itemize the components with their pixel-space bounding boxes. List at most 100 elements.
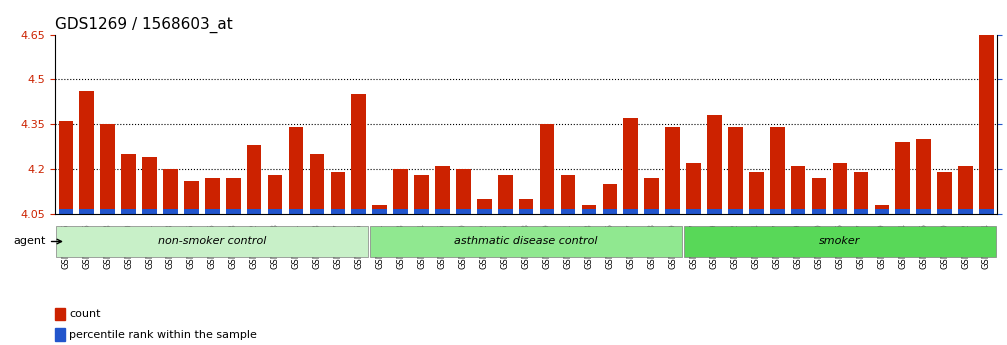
Bar (916, 209, 931, 214)
Bar (519, 199, 534, 214)
Bar (58, 209, 74, 214)
Bar (519, 209, 534, 214)
Bar (142, 209, 157, 214)
Bar (373, 209, 387, 214)
Bar (602, 184, 617, 214)
Bar (623, 118, 638, 214)
Bar (666, 209, 680, 214)
Bar (55, 308, 65, 320)
Bar (686, 209, 701, 214)
Bar (854, 209, 868, 214)
Bar (163, 209, 178, 214)
Text: GDS1269 / 1568603_at: GDS1269 / 1568603_at (55, 17, 234, 33)
Bar (163, 169, 178, 214)
Bar (289, 209, 303, 214)
Bar (497, 175, 513, 214)
Bar (205, 209, 220, 214)
Bar (477, 199, 491, 214)
Text: count: count (69, 309, 101, 319)
Bar (268, 175, 282, 214)
FancyBboxPatch shape (684, 226, 996, 257)
FancyBboxPatch shape (371, 226, 682, 257)
Bar (309, 154, 324, 214)
Bar (184, 181, 198, 214)
Text: asthmatic disease control: asthmatic disease control (454, 237, 598, 246)
Bar (121, 209, 136, 214)
Bar (938, 172, 952, 214)
Bar (979, 209, 994, 214)
Bar (728, 127, 743, 214)
Bar (812, 209, 827, 214)
Bar (540, 209, 555, 214)
Bar (582, 209, 596, 214)
Bar (938, 209, 952, 214)
Bar (833, 163, 847, 214)
Bar (812, 178, 827, 214)
Bar (602, 209, 617, 214)
Bar (80, 209, 94, 214)
Bar (456, 209, 470, 214)
Bar (644, 178, 659, 214)
Bar (959, 209, 973, 214)
Bar (707, 115, 722, 214)
Bar (833, 209, 847, 214)
Bar (394, 209, 408, 214)
Bar (226, 178, 241, 214)
Text: non-smoker control: non-smoker control (158, 237, 267, 246)
Bar (142, 157, 157, 214)
Bar (916, 139, 931, 214)
Bar (561, 175, 575, 214)
Bar (101, 209, 115, 214)
Bar (790, 166, 806, 214)
Bar (728, 209, 743, 214)
Bar (414, 175, 429, 214)
Bar (205, 178, 220, 214)
Bar (58, 121, 74, 214)
Bar (540, 124, 555, 214)
Bar (770, 127, 784, 214)
Bar (55, 328, 65, 341)
Bar (373, 205, 387, 214)
Bar (394, 169, 408, 214)
Bar (351, 209, 367, 214)
Text: percentile rank within the sample: percentile rank within the sample (69, 330, 258, 339)
Bar (582, 205, 596, 214)
Bar (80, 91, 94, 214)
Bar (351, 94, 367, 214)
Bar (435, 166, 450, 214)
Bar (226, 209, 241, 214)
Bar (289, 127, 303, 214)
Bar (874, 205, 889, 214)
Bar (770, 209, 784, 214)
Bar (414, 209, 429, 214)
Bar (666, 127, 680, 214)
Bar (184, 209, 198, 214)
Bar (874, 209, 889, 214)
Bar (686, 163, 701, 214)
FancyBboxPatch shape (56, 226, 369, 257)
Bar (435, 209, 450, 214)
Bar (979, 34, 994, 214)
Bar (330, 209, 345, 214)
Text: agent: agent (13, 237, 61, 246)
Bar (247, 145, 262, 214)
Bar (247, 209, 262, 214)
Bar (561, 209, 575, 214)
Bar (497, 209, 513, 214)
Bar (707, 209, 722, 214)
Bar (790, 209, 806, 214)
Bar (749, 172, 763, 214)
Bar (895, 142, 910, 214)
Bar (854, 172, 868, 214)
Bar (959, 166, 973, 214)
Bar (644, 209, 659, 214)
Bar (268, 209, 282, 214)
Bar (749, 209, 763, 214)
Bar (477, 209, 491, 214)
Text: smoker: smoker (820, 237, 861, 246)
Bar (623, 209, 638, 214)
Bar (121, 154, 136, 214)
Bar (101, 124, 115, 214)
Bar (330, 172, 345, 214)
Bar (895, 209, 910, 214)
